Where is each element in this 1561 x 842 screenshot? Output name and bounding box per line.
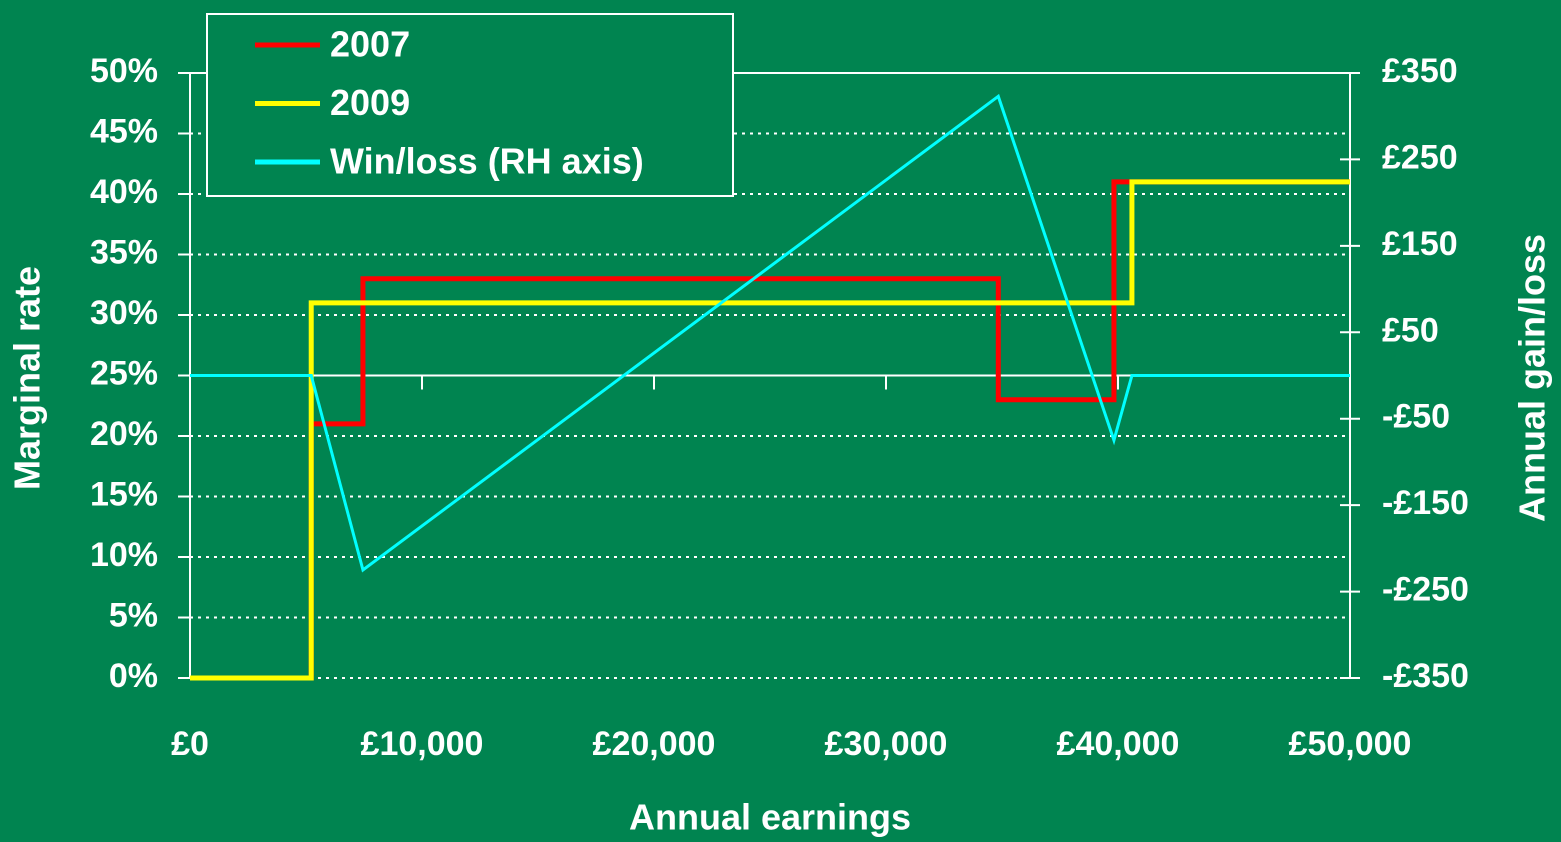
- y-tick-label: 35%: [90, 233, 158, 271]
- y2-tick-label: £50: [1382, 311, 1439, 349]
- y-tick-label: 45%: [90, 112, 158, 150]
- x-tick-label: £0: [171, 725, 209, 763]
- y-tick-label: 25%: [90, 354, 158, 392]
- y-axis-label: Marginal rate: [7, 266, 48, 490]
- x-tick-label: £40,000: [1057, 725, 1180, 763]
- y-tick-label: 40%: [90, 173, 158, 211]
- y-tick-label: 5%: [109, 596, 158, 634]
- x-tick-label: £20,000: [593, 725, 716, 763]
- y-tick-label: 30%: [90, 294, 158, 332]
- y-tick-label: 20%: [90, 415, 158, 453]
- y2-tick-label: -£350: [1382, 657, 1469, 695]
- y-tick-label: 10%: [90, 536, 158, 574]
- y2-tick-label: -£250: [1382, 571, 1469, 609]
- y2-tick-label: £250: [1382, 138, 1458, 176]
- x-axis-label: Annual earnings: [629, 797, 911, 838]
- x-tick-label: £30,000: [825, 725, 948, 763]
- y2-tick-label: -£50: [1382, 398, 1450, 436]
- y2-tick-label: £150: [1382, 225, 1458, 263]
- x-tick-label: £10,000: [361, 725, 484, 763]
- legend-label: 2009: [330, 82, 410, 123]
- y2-axis-label: Annual gain/loss: [1512, 234, 1553, 522]
- legend-label: 2007: [330, 24, 410, 65]
- y2-tick-label: -£150: [1382, 484, 1469, 522]
- x-tick-label: £50,000: [1289, 725, 1412, 763]
- series-line: [190, 93, 1350, 573]
- y-tick-label: 0%: [109, 657, 158, 695]
- y-tick-label: 15%: [90, 475, 158, 513]
- y-tick-label: 50%: [90, 52, 158, 90]
- y2-tick-label: £350: [1382, 52, 1458, 90]
- legend-label: Win/loss (RH axis): [330, 141, 644, 182]
